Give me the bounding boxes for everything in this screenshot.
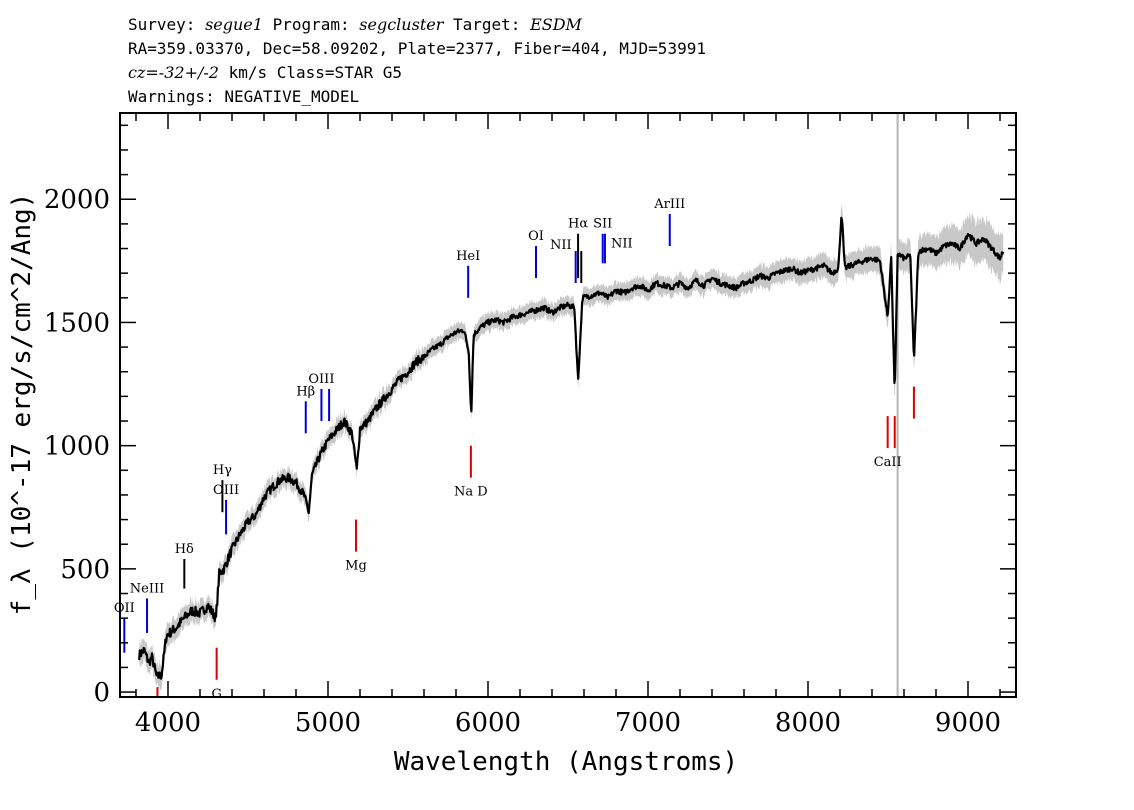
annotation-hδ-2: Hδ [175,542,194,589]
header-line-4: Warnings: NEGATIVE_MODEL [128,87,359,106]
annotation-label: NII [550,238,572,253]
flux-series-line [138,216,1005,680]
y-tick-label: 2000 [44,185,110,215]
y-tick-label: 0 [93,678,110,708]
error-band-area [139,204,1004,691]
x-axis-title: Wavelength (Angstroms) [394,747,738,777]
annotation-label: Mg [345,559,367,574]
annotation-ariii-15: ArIII [653,197,685,247]
plot-axes: 4000 5000 6000 7000 8000 9000 0 500 1000 1500 2000 [44,112,1017,738]
annotation-label: Hδ [175,542,194,557]
annotation-label: OIII [308,372,334,387]
annotation-sii-13: SII [593,217,612,264]
x-tick-label: 4000 [135,708,201,738]
annotation-caii-19: CaII [874,416,902,470]
annotation-oii-0: OII [114,601,135,653]
annotation-g-16: G [211,647,222,702]
annotation-hα-11: Hα [568,217,588,279]
annotation-mg-17: Mg [345,519,367,574]
annotation-oiii-4: OIII [213,483,239,535]
annotation-label: Na D [454,485,488,500]
annotation-label: ArIII [653,197,685,212]
annotation-na d-18: Na D [454,445,488,500]
annotation-oi-9: OI [528,229,544,279]
plot-frame [119,112,1017,698]
annotation-label: Hγ [213,463,232,478]
annotation-oiii-6: OIII [308,372,334,422]
y-tick-label: 500 [60,555,110,585]
annotation-label: NII [611,237,633,252]
x-tick-label: 6000 [455,708,521,738]
annotation-label: G [211,687,221,702]
y-tick-label: 1000 [44,432,110,462]
annotation-nii-14: NII [603,233,633,264]
annotation-label: SII [593,217,612,232]
y-axis-title: f_λ (10^-17 erg/s/cm^2/Ang) [7,193,37,616]
header-line-3: cz=-32+/-2 km/s Class=STAR G5 [128,63,402,82]
annotation-hβ-5: Hβ [296,384,315,434]
annotation-label: CaII [874,455,902,470]
annotation-label: OIII [213,483,239,498]
annotation-label: NeIII [130,581,164,596]
y-tick-label: 1500 [44,308,110,338]
annotation-hei-8: HeI [456,249,480,298]
x-tick-label: 8000 [775,708,841,738]
header-line-1: Survey: segue1 Program: segcluster Targe… [128,15,583,34]
header-line-2: RA=359.03370, Dec=58.09202, Plate=2377, … [128,39,706,58]
error-band [139,204,1004,691]
annotation-label: Hβ [296,384,315,399]
annotation-hγ-3: Hγ [213,463,232,513]
annotation-nii-10: NII [550,238,577,284]
annotation-neiii-1: NeIII [130,581,164,633]
annotation-label: OI [528,229,544,244]
x-tick-label: 7000 [615,708,681,738]
x-tick-label: 5000 [295,708,361,738]
x-tick-label: 9000 [935,708,1001,738]
annotation-label: HeI [456,249,480,264]
annotation-label: Hα [568,217,588,232]
flux-line [138,216,1005,680]
annotation-label: OII [114,601,135,616]
